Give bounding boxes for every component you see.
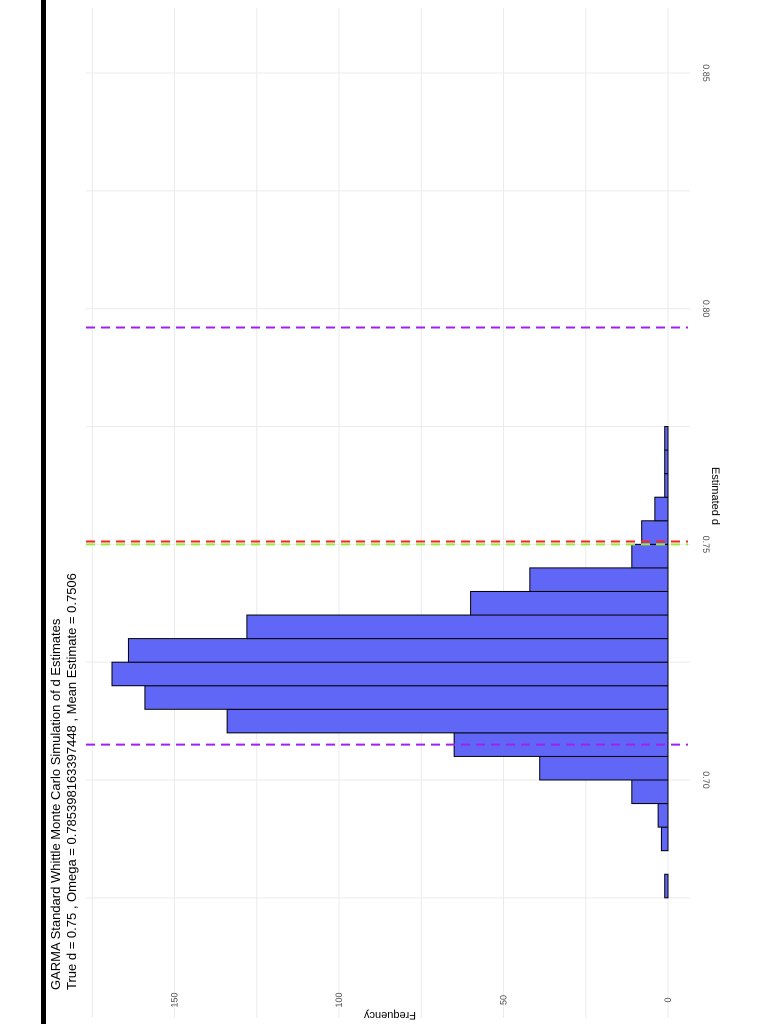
reference-lines <box>86 326 688 746</box>
histogram-bar <box>654 496 669 522</box>
chart-title: GARMA Standard Whittle Monte Carlo Simul… <box>48 618 63 990</box>
histogram-bars <box>111 426 669 899</box>
estimate-tick-label: 0.85 <box>701 64 711 82</box>
grid-lines <box>86 8 690 1018</box>
frequency-tick-label: 0 <box>663 997 673 1002</box>
histogram-bar <box>631 543 669 569</box>
frequency-tick-labels: 0 50 100 150 <box>170 992 674 1007</box>
histogram-bar <box>657 803 669 828</box>
histogram-bar <box>664 449 669 475</box>
histogram-bar <box>246 614 669 640</box>
chart-subtitle: True d = 0.75 , Omega = 0.78539816339744… <box>64 573 79 990</box>
histogram-bar <box>226 708 669 734</box>
histogram-bar <box>453 732 669 757</box>
histogram-bar <box>631 779 669 805</box>
histogram-bar <box>660 826 669 852</box>
histogram-bar <box>470 590 669 616</box>
left-margin <box>0 0 44 1024</box>
y-axis-title: Frequency <box>364 1009 416 1021</box>
histogram-bar <box>529 567 669 592</box>
estimate-tick-label: 0.80 <box>701 300 711 318</box>
histogram-bar <box>127 638 669 663</box>
histogram-bar <box>664 473 669 498</box>
histogram-bar <box>144 685 669 710</box>
page-edge-bar <box>41 0 46 1024</box>
estimate-tick-label: 0.70 <box>701 771 711 789</box>
estimate-tick-label: 0.75 <box>701 536 711 554</box>
histogram-bar <box>539 755 669 781</box>
histogram-bar <box>664 426 669 451</box>
histogram-bar <box>111 661 669 687</box>
histogram-bar <box>664 873 669 899</box>
frequency-tick-label: 150 <box>170 992 180 1007</box>
x-axis-title: Estimated d <box>709 467 721 525</box>
estimate-tick-labels: 0.70 0.75 0.80 0.85 <box>701 64 711 789</box>
frequency-tick-label: 50 <box>499 995 509 1005</box>
frequency-tick-label: 100 <box>334 992 344 1007</box>
